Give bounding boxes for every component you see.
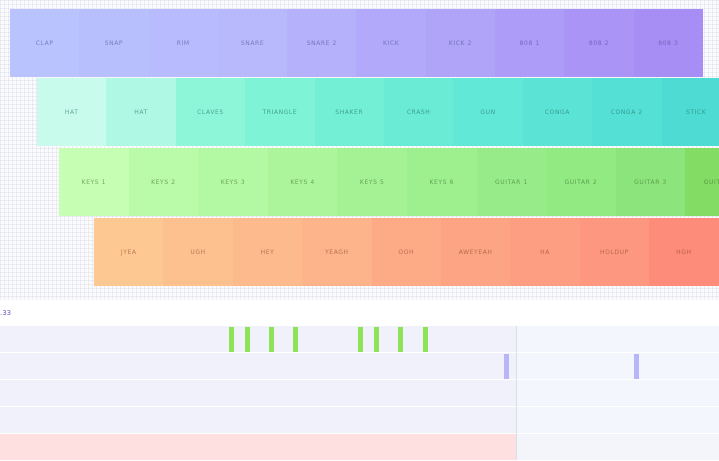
sample-pad[interactable]: GUITAR 1 bbox=[476, 148, 547, 216]
sequencer-note[interactable] bbox=[634, 354, 639, 379]
sample-pad[interactable]: HA bbox=[510, 218, 580, 286]
sample-pad[interactable]: KEYS 1 bbox=[59, 148, 129, 216]
keys-pad-row: KEYS 1 KEYS 2 KEYS 3 KEYS 4 KEYS 5 KEYS 6 GUIT… bbox=[59, 148, 719, 216]
sample-pad[interactable]: KEYS 2 bbox=[128, 148, 199, 216]
sample-pad[interactable]: HOLDUP bbox=[579, 218, 650, 286]
sample-pad[interactable]: GUITAR 2 bbox=[546, 148, 616, 216]
lane-next-bar bbox=[516, 326, 719, 352]
sample-pad[interactable]: CRASH bbox=[383, 78, 454, 146]
sample-pad[interactable]: SNAP bbox=[79, 9, 149, 77]
sequencer-note[interactable] bbox=[358, 327, 363, 352]
sequencer-note[interactable] bbox=[245, 327, 250, 352]
sample-pad[interactable]: CONGA 2 bbox=[592, 78, 662, 146]
sequencer-note[interactable] bbox=[229, 327, 234, 352]
tempo-readout: .33 bbox=[0, 309, 12, 317]
sample-pad[interactable]: TRIANGLE bbox=[245, 78, 315, 146]
sample-pad[interactable]: RIM bbox=[148, 9, 218, 77]
lane-next-bar bbox=[516, 380, 719, 406]
sample-pad[interactable]: 808 2 bbox=[564, 9, 634, 77]
sample-pad[interactable]: SNARE bbox=[217, 9, 288, 77]
sequencer-note[interactable] bbox=[293, 327, 298, 352]
sample-pad[interactable]: KEYS 5 bbox=[337, 148, 407, 216]
sample-pad[interactable]: CONGA bbox=[522, 78, 593, 146]
sample-pad[interactable]: GUITAR 4 bbox=[685, 148, 719, 216]
sample-pad[interactable]: KICK 2 bbox=[425, 9, 496, 77]
drums-pad-row: CLAP SNAP RIM SNARE SNARE 2 KICK KICK 2 808 1 80… bbox=[10, 9, 719, 77]
sample-pad-board: CLAP SNAP RIM SNARE SNARE 2 KICK KICK 2 808 1 80… bbox=[0, 0, 719, 300]
sample-pad[interactable]: KEYS 3 bbox=[198, 148, 268, 216]
sample-pad[interactable]: HAT bbox=[106, 78, 176, 146]
sequencer-note[interactable] bbox=[423, 327, 428, 352]
sample-pad[interactable]: GUITAR 3 bbox=[615, 148, 686, 216]
sample-pad[interactable]: CLAVES bbox=[175, 78, 246, 146]
sample-pad[interactable]: OOH bbox=[371, 218, 441, 286]
sequencer-note[interactable] bbox=[269, 327, 274, 352]
sequencer-note[interactable] bbox=[504, 354, 509, 379]
sample-pad[interactable]: GUN bbox=[453, 78, 523, 146]
sample-pad[interactable]: HEY bbox=[232, 218, 303, 286]
sequencer-lane[interactable] bbox=[0, 380, 719, 407]
sequencer-grid[interactable] bbox=[0, 326, 719, 461]
sample-pad[interactable]: AWEYEAH bbox=[440, 218, 511, 286]
sample-pad[interactable]: KICK bbox=[356, 9, 426, 77]
lane-next-bar bbox=[516, 353, 719, 379]
lane-next-bar bbox=[516, 407, 719, 433]
sample-pad[interactable]: STICK bbox=[661, 78, 719, 146]
bar-divider bbox=[516, 326, 517, 460]
percussion-pad-row: HAT HAT CLAVES TRIANGLE SHAKER CRASH GUN CONGA C… bbox=[37, 78, 719, 146]
sample-pad[interactable]: JYEA bbox=[94, 218, 164, 286]
sample-pad[interactable]: HAT bbox=[37, 78, 107, 146]
sample-pad[interactable]: KEYS 4 bbox=[267, 148, 338, 216]
sample-pad[interactable]: UGH bbox=[163, 218, 233, 286]
sample-pad[interactable]: CLAP bbox=[10, 9, 80, 77]
sample-pad[interactable]: 808 3 bbox=[633, 9, 703, 77]
sequencer-lane[interactable] bbox=[0, 353, 719, 380]
sequencer-lane[interactable] bbox=[0, 326, 719, 353]
sample-pad[interactable]: 808 1 bbox=[495, 9, 565, 77]
sample-pad[interactable]: HGH bbox=[649, 218, 719, 286]
lane-next-bar bbox=[516, 434, 719, 460]
sequencer-lane[interactable] bbox=[0, 407, 719, 434]
vocals-pad-row: JYEA UGH HEY YEAGH OOH AWEYEAH HA HOLDUP HGH bbox=[94, 218, 719, 286]
sequencer-lane[interactable] bbox=[0, 434, 719, 461]
sequencer-note[interactable] bbox=[398, 327, 403, 352]
sample-pad[interactable]: YEAGH bbox=[302, 218, 372, 286]
sample-pad[interactable]: KEYS 6 bbox=[406, 148, 477, 216]
sequencer-note[interactable] bbox=[374, 327, 379, 352]
sample-pad[interactable]: SNARE 2 bbox=[287, 9, 357, 77]
sample-pad[interactable]: SHAKER bbox=[314, 78, 384, 146]
